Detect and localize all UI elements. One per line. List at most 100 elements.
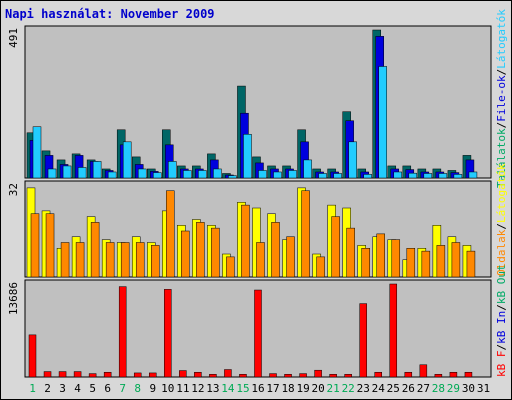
bar-Látogatók-28 — [438, 173, 448, 179]
x-tick-label-25: 25 — [387, 382, 400, 395]
bar-Látogatók-3 — [62, 165, 72, 179]
bar-kB F-19 — [299, 373, 307, 378]
bar-Oldalak-29 — [451, 242, 461, 278]
bar-kB F-5 — [88, 373, 97, 378]
bar-Oldalak-27 — [421, 250, 431, 278]
bar-Látogatók-12 — [198, 170, 207, 179]
bar-Látogatók-16 — [258, 170, 267, 179]
x-tick-label-17: 17 — [266, 382, 279, 395]
bar-kB F-3 — [58, 371, 67, 378]
bar-kB F-27 — [419, 364, 428, 378]
x-tick-label-19: 19 — [296, 382, 309, 395]
bar-Oldalak-4 — [75, 242, 85, 278]
bar-Látogatók-1 — [32, 126, 42, 179]
bar-kB F-7 — [118, 286, 127, 378]
legend-top: Találatok/File-ok/Látogatók — [495, 9, 508, 188]
bar-kB F-12 — [194, 371, 202, 378]
axis-max-label-top: 491 — [7, 28, 20, 48]
bar-Oldalak-12 — [196, 222, 205, 278]
x-tick-label-22: 22 — [342, 382, 355, 395]
bar-kB F-9 — [149, 372, 157, 378]
x-tick-label-26: 26 — [402, 382, 415, 395]
bar-Oldalak-28 — [436, 245, 446, 278]
x-tick-label-3: 3 — [59, 382, 66, 395]
bar-Oldalak-23 — [361, 248, 370, 278]
legend-middle: Oldalak/Látogatók — [495, 163, 508, 276]
bar-Oldalak-13 — [211, 227, 220, 278]
bar-Látogatók-5 — [92, 161, 102, 179]
bar-Látogatók-8 — [137, 168, 147, 179]
legend-bottom: kB F/kB In/kB Out — [495, 264, 508, 377]
bar-Oldalak-6 — [105, 242, 115, 278]
x-tick-label-11: 11 — [176, 382, 189, 395]
bar-Oldalak-7 — [120, 242, 130, 278]
bar-Oldalak-22 — [346, 227, 355, 278]
x-tick-label-15: 15 — [236, 382, 249, 395]
bar-Látogatók-15 — [243, 134, 252, 179]
bar-Oldalak-15 — [241, 204, 250, 278]
bar-Oldalak-5 — [90, 222, 100, 278]
bar-Látogatók-6 — [107, 171, 117, 179]
bar-Látogatók-14 — [228, 175, 237, 179]
bar-kB F-14 — [224, 369, 232, 378]
x-tick-label-5: 5 — [89, 382, 96, 395]
x-tick-label-6: 6 — [104, 382, 111, 395]
bar-Oldalak-11 — [181, 230, 190, 278]
bar-Látogatók-20 — [318, 173, 327, 179]
bar-Látogatók-9 — [153, 172, 162, 179]
bar-kB F-30 — [464, 371, 473, 378]
bar-kB F-13 — [209, 374, 217, 378]
bar-kB F-11 — [179, 370, 187, 378]
x-tick-label-28: 28 — [432, 382, 445, 395]
bar-kB F-29 — [449, 371, 458, 378]
axis-max-label-bottom: 13686 — [7, 282, 20, 315]
x-tick-label-18: 18 — [281, 382, 294, 395]
x-tick-label-10: 10 — [161, 382, 174, 395]
bar-Látogatók-24 — [378, 66, 387, 179]
x-tick-label-12: 12 — [191, 382, 204, 395]
x-tick-label-7: 7 — [119, 382, 126, 395]
x-tick-label-2: 2 — [44, 382, 51, 395]
bar-Látogatók-29 — [453, 174, 463, 179]
x-tick-label-27: 27 — [417, 382, 430, 395]
bar-Oldalak-17 — [271, 222, 280, 278]
bar-Oldalak-21 — [331, 216, 340, 278]
x-tick-label-21: 21 — [327, 382, 340, 395]
bar-Oldalak-20 — [316, 256, 325, 278]
bar-Oldalak-10 — [166, 190, 175, 278]
bar-Oldalak-18 — [286, 236, 295, 278]
bar-Látogatók-17 — [273, 171, 282, 179]
chart-title: Napi használat: November 2009 — [5, 7, 215, 21]
bar-kB F-25 — [389, 283, 398, 378]
bar-Látogatók-25 — [393, 171, 403, 179]
bar-kB F-2 — [43, 371, 52, 378]
bar-kB F-16 — [254, 289, 262, 378]
axis-max-label-middle: 32 — [7, 183, 20, 196]
bar-kB F-1 — [28, 334, 37, 378]
x-tick-label-24: 24 — [372, 382, 386, 395]
bar-Oldalak-25 — [391, 239, 401, 278]
bar-Oldalak-9 — [151, 245, 160, 278]
bar-kB F-6 — [103, 371, 112, 378]
x-tick-label-20: 20 — [312, 382, 325, 395]
bar-Látogatók-13 — [213, 168, 222, 179]
x-tick-label-30: 30 — [462, 382, 475, 395]
bar-Oldalak-30 — [466, 250, 476, 278]
bar-kB F-22 — [344, 374, 352, 378]
x-tick-label-8: 8 — [134, 382, 141, 395]
bar-Látogatók-11 — [183, 170, 192, 179]
bar-Látogatók-27 — [423, 173, 433, 179]
x-tick-label-9: 9 — [149, 382, 156, 395]
bar-kB F-18 — [284, 374, 292, 378]
x-tick-label-14: 14 — [221, 382, 235, 395]
bar-Látogatók-21 — [333, 173, 342, 179]
x-tick-label-31: 31 — [477, 382, 490, 395]
bar-Látogatók-10 — [168, 161, 177, 179]
x-tick-label-4: 4 — [74, 382, 81, 395]
panel-top — [24, 25, 492, 179]
bar-kB F-20 — [314, 369, 322, 378]
bar-Látogatók-19 — [303, 159, 312, 179]
bar-Oldalak-2 — [45, 213, 55, 278]
bar-kB F-10 — [164, 289, 172, 378]
